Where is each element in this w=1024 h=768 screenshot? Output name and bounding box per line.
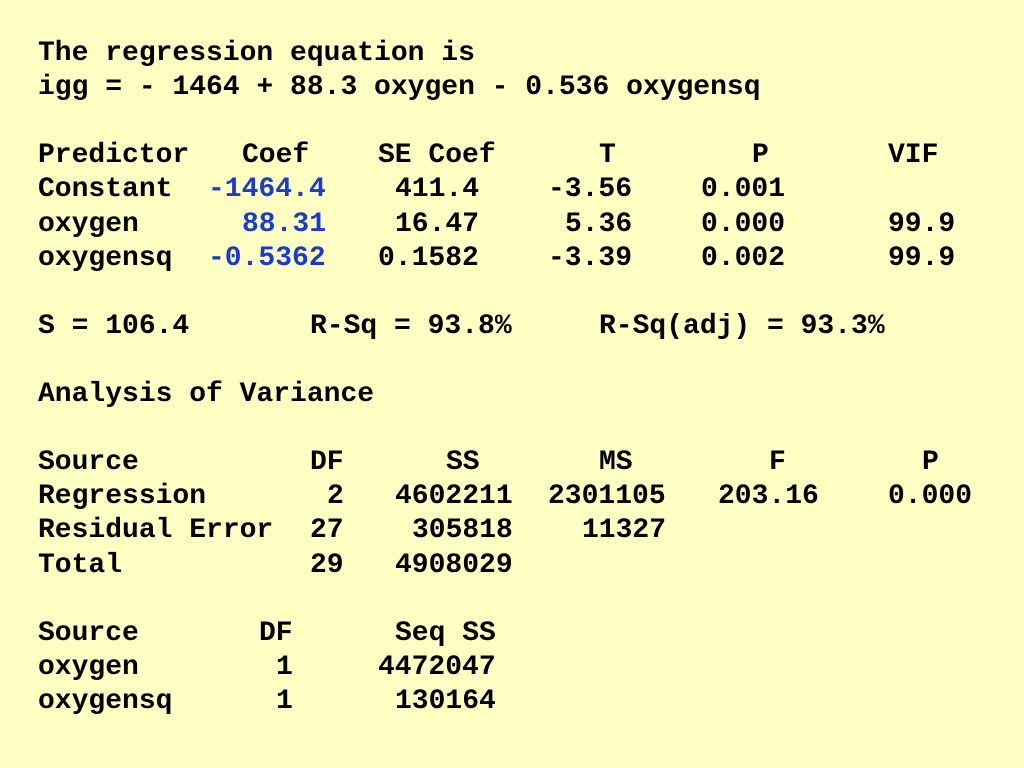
table-header: F xyxy=(769,447,786,479)
table-header: Coef xyxy=(242,140,310,172)
table-cell: -0.5362 xyxy=(208,242,326,274)
summary-stat: R-Sq(adj) = 93.3% xyxy=(599,310,885,342)
summary-stat: S = 106.4 xyxy=(38,310,190,342)
table-cell: 4602211 xyxy=(395,481,513,513)
table-header: DF xyxy=(310,447,344,479)
table-cell: oxygen xyxy=(38,651,139,683)
table-cell: 1 xyxy=(276,651,293,683)
table-cell: 411.4 xyxy=(395,174,480,206)
table-cell: 29 xyxy=(310,549,344,581)
table-cell: 88.31 xyxy=(242,208,327,240)
table-cell: oxygensq xyxy=(38,685,173,717)
table-cell: 4908029 xyxy=(395,549,513,581)
table-cell: 0.002 xyxy=(701,242,786,274)
table-header: MS xyxy=(599,447,633,479)
table-header: P xyxy=(922,447,939,479)
table-cell: 16.47 xyxy=(395,208,480,240)
table-header: T xyxy=(599,140,616,172)
table-cell: 0.001 xyxy=(701,174,786,206)
table-cell: 5.36 xyxy=(565,208,633,240)
table-header: Seq SS xyxy=(395,617,496,649)
table-header: Source xyxy=(38,617,139,649)
table-header: SE Coef xyxy=(378,140,496,172)
table-cell: 203.16 xyxy=(718,481,819,513)
table-header: DF xyxy=(259,617,293,649)
table-cell: oxygen xyxy=(38,208,139,240)
table-cell: oxygensq xyxy=(38,242,173,274)
table-cell: 27 xyxy=(310,515,344,547)
table-cell: Constant xyxy=(38,174,173,206)
section-title: Analysis of Variance xyxy=(38,379,375,410)
table-header: VIF xyxy=(888,140,939,172)
equation-formula: igg = - 1464 + 88.3 oxygen - 0.536 oxyge… xyxy=(38,72,761,104)
table-cell: 99.9 xyxy=(888,208,956,240)
table-cell: 130164 xyxy=(395,685,496,717)
table-cell: 1 xyxy=(276,685,293,717)
table-cell: Residual Error xyxy=(38,515,274,547)
table-cell: Regression xyxy=(38,481,207,513)
table-cell: 0.000 xyxy=(888,481,973,513)
table-cell: 0.1582 xyxy=(378,242,479,274)
table-cell: 2 xyxy=(327,481,344,513)
table-cell: -3.39 xyxy=(548,242,633,274)
equation-title: The regression equation is xyxy=(38,38,475,69)
table-cell: -1464.4 xyxy=(208,174,326,206)
table-header: Source xyxy=(38,447,139,479)
table-header: SS xyxy=(446,447,480,479)
table-cell: 305818 xyxy=(412,515,513,547)
table-cell: 4472047 xyxy=(378,651,496,683)
summary-stat: R-Sq = 93.8% xyxy=(310,310,512,342)
table-cell: 0.000 xyxy=(701,208,786,240)
table-cell: 11327 xyxy=(582,515,667,547)
table-cell: 99.9 xyxy=(888,242,956,274)
table-header: P xyxy=(752,140,769,172)
table-cell: Total xyxy=(38,549,123,581)
table-header: Predictor xyxy=(38,140,190,172)
table-cell: 2301105 xyxy=(548,481,666,513)
table-cell: -3.56 xyxy=(548,174,633,206)
